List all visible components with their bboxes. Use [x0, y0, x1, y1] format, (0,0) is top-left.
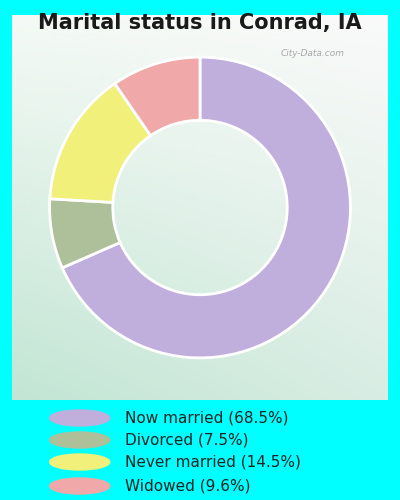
Text: Widowed (9.6%): Widowed (9.6%) — [125, 478, 250, 494]
Text: Divorced (7.5%): Divorced (7.5%) — [125, 432, 248, 448]
Text: Never married (14.5%): Never married (14.5%) — [125, 454, 301, 469]
Circle shape — [50, 410, 110, 426]
Text: Marital status in Conrad, IA: Marital status in Conrad, IA — [38, 12, 362, 32]
Circle shape — [50, 432, 110, 448]
Circle shape — [50, 454, 110, 470]
Circle shape — [50, 478, 110, 494]
Wedge shape — [50, 84, 150, 202]
Wedge shape — [62, 57, 350, 358]
Wedge shape — [50, 199, 120, 268]
Text: City-Data.com: City-Data.com — [281, 49, 345, 58]
Text: Now married (68.5%): Now married (68.5%) — [125, 410, 288, 426]
Wedge shape — [115, 57, 200, 136]
